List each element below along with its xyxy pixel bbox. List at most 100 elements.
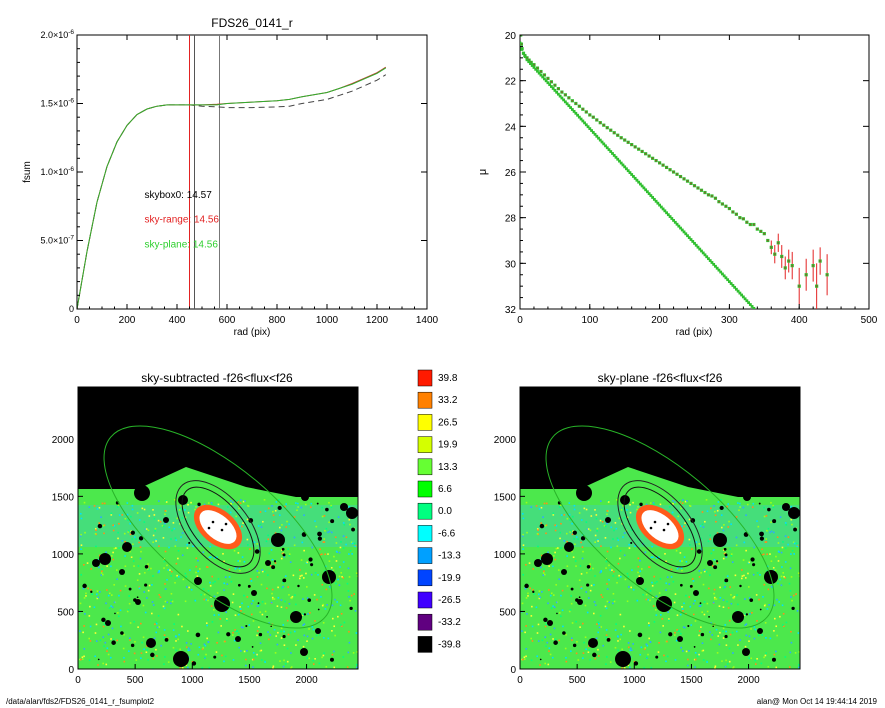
pixel-noise [663,654,665,657]
mu-dense-marker [543,77,546,81]
pixel-noise [637,506,639,508]
pixel-noise [589,563,591,565]
image-x-tick-label: 2000 [737,675,760,686]
pixel-noise [171,529,173,532]
pixel-noise [564,647,567,650]
pixel-noise [232,593,235,595]
pixel-noise [181,554,184,557]
pixel-noise [572,530,574,533]
mu-point [616,134,619,137]
pixel-noise [306,635,309,638]
pixel-noise [729,548,732,550]
pixel-noise [262,520,264,523]
pixel-noise [300,506,303,509]
pixel-noise [703,569,706,571]
pixel-noise [195,571,197,574]
pixel-noise [767,588,770,591]
mu-dense-marker [708,259,712,262]
pixel-noise [354,545,357,548]
mu-dense-marker [548,83,552,87]
pixel-noise [521,513,524,515]
pixel-noise [673,601,676,604]
pixel-noise [598,655,600,657]
pixel-noise [112,524,114,527]
pixel-noise [769,637,772,640]
pixel-noise [628,543,630,546]
pixel-noise [654,582,656,584]
pixel-noise [327,553,329,555]
pixel-noise [552,638,554,640]
pixel-noise [571,622,574,624]
pixel-noise [102,636,105,639]
pixel-noise [211,621,214,623]
pixel-noise [340,612,343,615]
pixel-noise [272,665,275,668]
pixel-noise [271,592,273,595]
mu-dense-marker [550,85,553,88]
pixel-noise [337,615,339,618]
pixel-noise [256,653,258,656]
pixel-noise [250,602,253,605]
mu-point [641,150,644,153]
pixel-noise [80,533,82,536]
mu-dense-marker [595,134,599,138]
pixel-noise [790,553,792,555]
pixel-noise [594,534,597,537]
pixel-noise [177,613,180,616]
mu-dense-marker [593,132,597,136]
pixel-noise [88,615,91,617]
pixel-noise [560,522,562,525]
mu-dense-marker [569,106,573,109]
pixel-noise [264,610,267,613]
pixel-noise [727,607,730,609]
pixel-noise [271,558,274,561]
pixel-noise [724,665,727,668]
pixel-noise [703,570,706,573]
pixel-noise [606,522,608,525]
pixel-noise [230,499,232,502]
pixel-noise [259,650,262,652]
pixel-noise [150,567,152,570]
pixel-noise [709,538,712,541]
image-y-tick-label: 1500 [494,492,517,503]
pixel-noise [247,544,249,546]
mu-dense-marker [529,62,532,65]
pixel-noise [682,610,684,612]
pixel-noise [182,578,185,581]
pixel-noise [541,639,544,642]
pixel-noise [665,582,668,585]
pixel-noise [676,614,679,617]
mu-dense-marker [583,121,586,125]
fsum-x-tick-label: 600 [219,315,236,326]
masked-star [146,638,156,648]
pixel-noise [173,527,176,530]
pixel-noise [623,532,626,534]
pixel-noise [536,632,539,634]
pixel-noise [575,565,577,567]
pixel-noise [596,527,599,530]
pixel-noise [600,570,602,572]
pixel-noise [261,570,264,573]
mu-dense-marker [588,127,592,131]
pixel-noise [223,560,225,563]
pixel-noise [102,625,105,628]
pixel-noise [176,517,179,520]
sky-annulus [617,480,703,574]
pixel-noise [282,665,285,668]
masked-source [767,507,771,512]
data-region [520,467,800,669]
pixel-noise [647,622,650,624]
pixel-noise [698,630,701,632]
pixel-noise [613,600,616,603]
pixel-noise [604,537,607,539]
mu-dense-marker [640,184,644,188]
pixel-noise [775,650,777,653]
pixel-noise [784,561,787,563]
masked-star [713,533,727,547]
masked-source [281,547,285,551]
pixel-noise [709,631,711,633]
pixel-noise [597,540,599,542]
pixel-noise [250,613,253,616]
pixel-noise [671,511,674,514]
